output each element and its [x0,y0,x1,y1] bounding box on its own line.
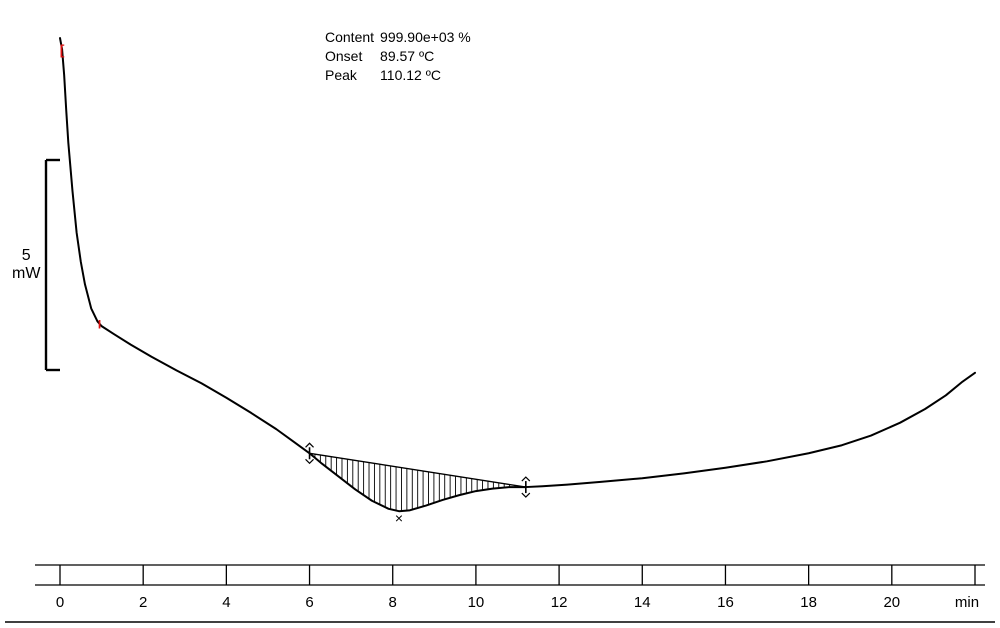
x-tick-label: 10 [468,594,485,611]
x-tick-label: 0 [56,594,64,611]
x-tick-label: 2 [139,594,147,611]
x-tick-label: 4 [222,594,230,611]
x-tick-label: 18 [800,594,817,611]
svg-text:×: × [395,510,403,526]
y-scale-unit: mW [12,265,40,283]
y-scale-value: 5 [12,247,40,265]
x-tick-label: 20 [883,594,900,611]
annot-row-onset: Onset 89.57 ºC [325,47,477,66]
x-tick-label: 8 [389,594,397,611]
annot-key: Peak [325,66,380,85]
x-axis-unit: min [955,594,979,611]
peak-annotation: Content 999.90e+03 % Onset 89.57 ºC Peak… [325,28,477,85]
annot-key: Onset [325,47,380,66]
y-scale-label: 5 mW [12,247,40,282]
svg-text:[: [ [60,41,65,57]
dsc-thermogram: Content 999.90e+03 % Onset 89.57 ºC Peak… [0,0,1000,628]
x-tick-label: 16 [717,594,734,611]
peak-annotation-table: Content 999.90e+03 % Onset 89.57 ºC Peak… [325,28,477,85]
annot-row-content: Content 999.90e+03 % [325,28,477,47]
annot-val: 999.90e+03 % [380,28,477,47]
annot-val: 89.57 ºC [380,47,477,66]
annot-val: 110.12 ºC [380,66,477,85]
plot-svg: × [ I [0,0,1000,628]
x-tick-label: 12 [551,594,568,611]
annot-row-peak: Peak 110.12 ºC [325,66,477,85]
annot-key: Content [325,28,380,47]
x-tick-label: 14 [634,594,651,611]
svg-text:I: I [98,318,101,332]
x-tick-label: 6 [305,594,313,611]
